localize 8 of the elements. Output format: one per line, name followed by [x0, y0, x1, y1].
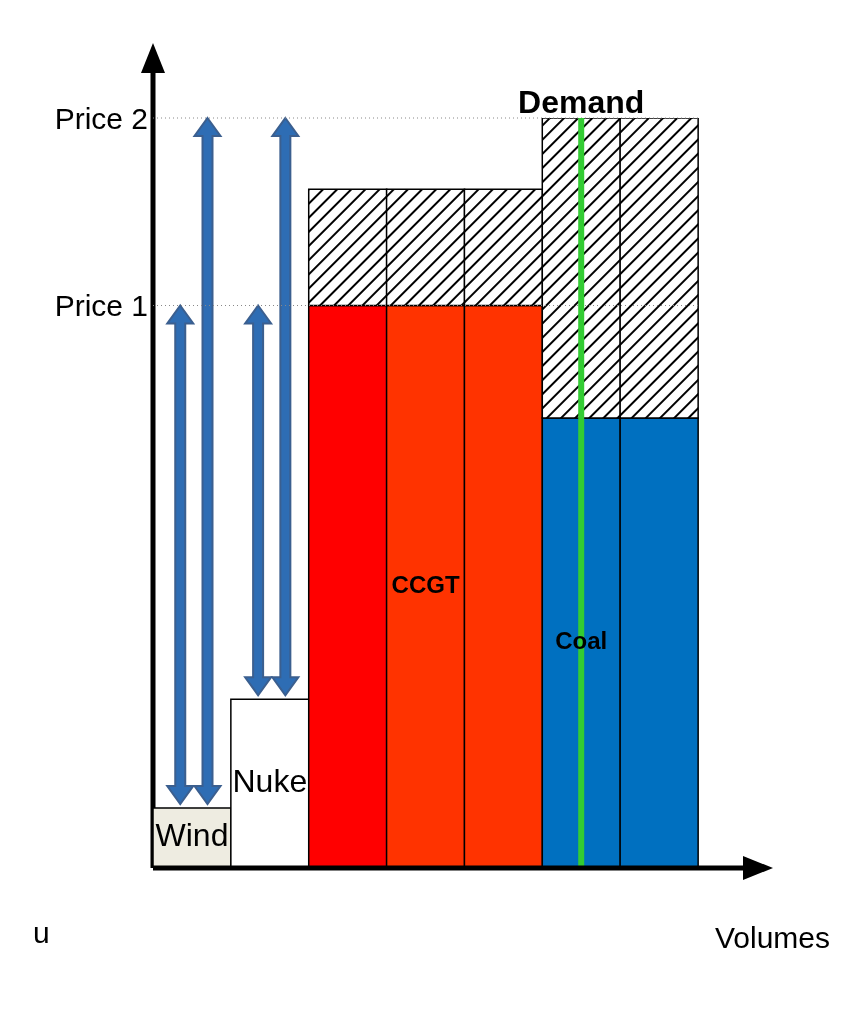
x-tick-label: CCGT: [391, 571, 460, 599]
x-tick-label: Nuke: [232, 763, 308, 800]
x-tick-label: Wind: [155, 817, 229, 854]
x-axis-title: Volumes: [714, 921, 830, 954]
text: u: [33, 916, 50, 949]
ref-line-label: Price 2: [54, 101, 148, 135]
ref-line-label: Demand: [518, 84, 645, 120]
ref-line-label: Price 1: [54, 289, 148, 323]
